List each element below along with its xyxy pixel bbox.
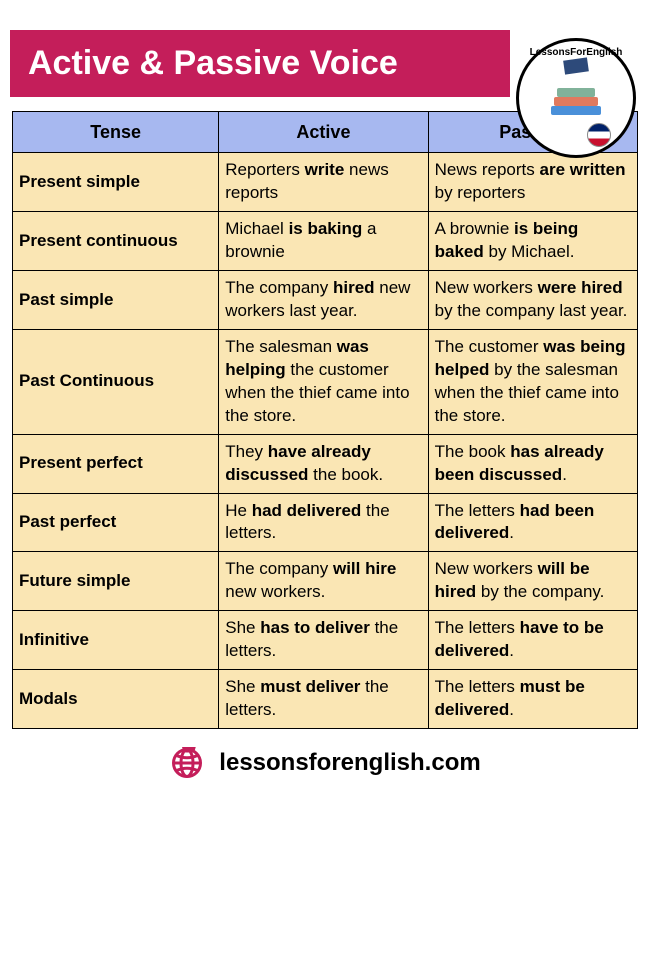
tense-cell: Past simple (13, 271, 219, 330)
table-row: InfinitiveShe has to deliver the letters… (13, 611, 638, 670)
tense-cell: Past perfect (13, 493, 219, 552)
tense-cell: Infinitive (13, 611, 219, 670)
passive-cell: A brownie is being baked by Michael. (428, 212, 637, 271)
table-row: Past simpleThe company hired new workers… (13, 271, 638, 330)
tense-cell: Present simple (13, 153, 219, 212)
passive-cell: New workers will be hired by the company… (428, 552, 637, 611)
footer-url: lessonsforenglish.com (219, 749, 480, 777)
table-row: ModalsShe must deliver the letters.The l… (13, 670, 638, 729)
graduation-cap-icon (563, 57, 589, 74)
table-row: Future simpleThe company will hire new w… (13, 552, 638, 611)
passive-cell: The book has already been discussed. (428, 434, 637, 493)
page-title: Active & Passive Voice (10, 30, 510, 97)
footer: www lessonsforenglish.com (0, 729, 650, 791)
books-icon (551, 87, 601, 115)
active-cell: She has to deliver the letters. (219, 611, 428, 670)
col-header-active: Active (219, 112, 428, 153)
table-row: Present simpleReporters write news repor… (13, 153, 638, 212)
table-row: Present continuousMichael is baking a br… (13, 212, 638, 271)
active-cell: Reporters write news reports (219, 153, 428, 212)
globe-icon: www (169, 745, 205, 781)
active-cell: She must deliver the letters. (219, 670, 428, 729)
active-cell: Michael is baking a brownie (219, 212, 428, 271)
tense-cell: Future simple (13, 552, 219, 611)
passive-cell: News reports are written by reporters (428, 153, 637, 212)
passive-cell: The letters must be delivered. (428, 670, 637, 729)
tense-cell: Modals (13, 670, 219, 729)
tense-cell: Past Continuous (13, 329, 219, 434)
active-cell: The company hired new workers last year. (219, 271, 428, 330)
tense-cell: Present perfect (13, 434, 219, 493)
svg-text:www: www (184, 747, 194, 752)
passive-cell: The letters had been delivered. (428, 493, 637, 552)
col-header-tense: Tense (13, 112, 219, 153)
active-cell: The salesman was helping the customer wh… (219, 329, 428, 434)
active-cell: They have already discussed the book. (219, 434, 428, 493)
uk-flag-icon (587, 123, 611, 147)
logo-text: LessonsForEnglish (530, 47, 623, 58)
table-row: Past ContinuousThe salesman was helping … (13, 329, 638, 434)
passive-cell: New workers were hired by the company la… (428, 271, 637, 330)
passive-cell: The customer was being helped by the sal… (428, 329, 637, 434)
active-cell: He had delivered the letters. (219, 493, 428, 552)
site-logo: LessonsForEnglish (516, 38, 636, 158)
grammar-table: Tense Active Passive Present simpleRepor… (12, 111, 638, 729)
active-cell: The company will hire new workers. (219, 552, 428, 611)
passive-cell: The letters have to be delivered. (428, 611, 637, 670)
tense-cell: Present continuous (13, 212, 219, 271)
table-row: Present perfectThey have already discuss… (13, 434, 638, 493)
table-row: Past perfectHe had delivered the letters… (13, 493, 638, 552)
